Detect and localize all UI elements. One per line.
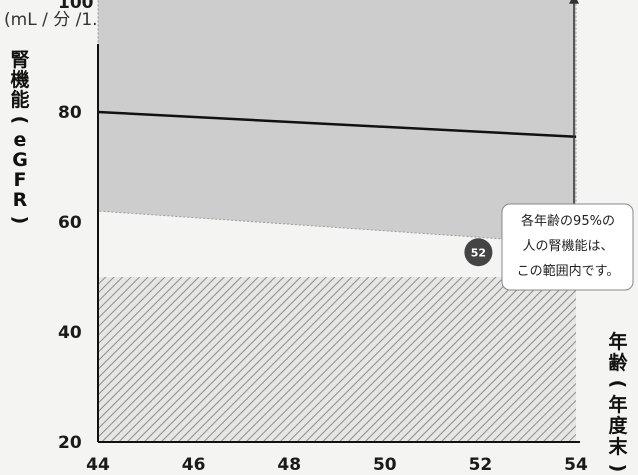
range-note-box (501, 203, 634, 291)
x-axis-label-char: 度 (608, 414, 628, 437)
y-axis-label-char: F (14, 169, 27, 191)
x-axis-label-char: ( (607, 380, 629, 389)
range-note-line-3: この範囲内です。 (517, 263, 620, 279)
series-lines (97, 110, 577, 138)
range-arrow-head-top (569, 0, 579, 4)
y-tick-label: 20 (58, 433, 82, 453)
y-axis-label-char: ) (9, 216, 31, 225)
x-tick-label: 52 (469, 455, 493, 475)
range-note-line-2: 人の腎機能は、 (522, 239, 613, 254)
y-axis-label-char: R (13, 189, 28, 211)
ticks: 20406080100120444648505254 (58, 0, 588, 475)
median-line (97, 110, 577, 138)
x-tick-label: 44 (86, 455, 110, 475)
age-marker-dot (464, 238, 493, 267)
y-axis-label-char: ( (9, 116, 31, 125)
x-tick-label: 48 (277, 455, 301, 475)
y-tick-label: 100 (58, 0, 94, 13)
x-axis-label-char: ) (607, 464, 629, 473)
x-axis-label-char: 末 (608, 435, 628, 458)
y-axis-label-char: G (12, 149, 28, 171)
y-tick-label: 40 (58, 323, 82, 343)
x-axis-label: 年齢(年度末) (607, 330, 629, 472)
x-tick-label: 50 (373, 455, 397, 475)
y-axis-label-char: 腎 (10, 49, 29, 71)
x-axis-label-char: 齢 (608, 351, 628, 374)
range-note-line-1: 各年齢の95%の (521, 213, 615, 229)
y-axis-label-char: 能 (10, 88, 29, 111)
x-axis-label-char: 年 (608, 393, 627, 416)
y-axis-label-char: 機 (10, 68, 29, 91)
axes (97, 44, 580, 443)
x-tick-label: 54 (564, 455, 588, 475)
y-tick-label: 80 (58, 103, 82, 123)
y-tick-label: 60 (58, 213, 82, 233)
y-axis-label-char: e (14, 129, 27, 151)
age-marker-label: 52 (471, 246, 486, 259)
age-marker: 52 (464, 238, 493, 267)
x-axis-label-char: 年 (608, 330, 627, 353)
range-note: 各年齢の95%の 人の腎機能は、 この範囲内です。 (501, 203, 634, 291)
hatched-band (98, 277, 576, 442)
x-tick-label: 46 (182, 455, 206, 475)
bands (97, 0, 577, 442)
